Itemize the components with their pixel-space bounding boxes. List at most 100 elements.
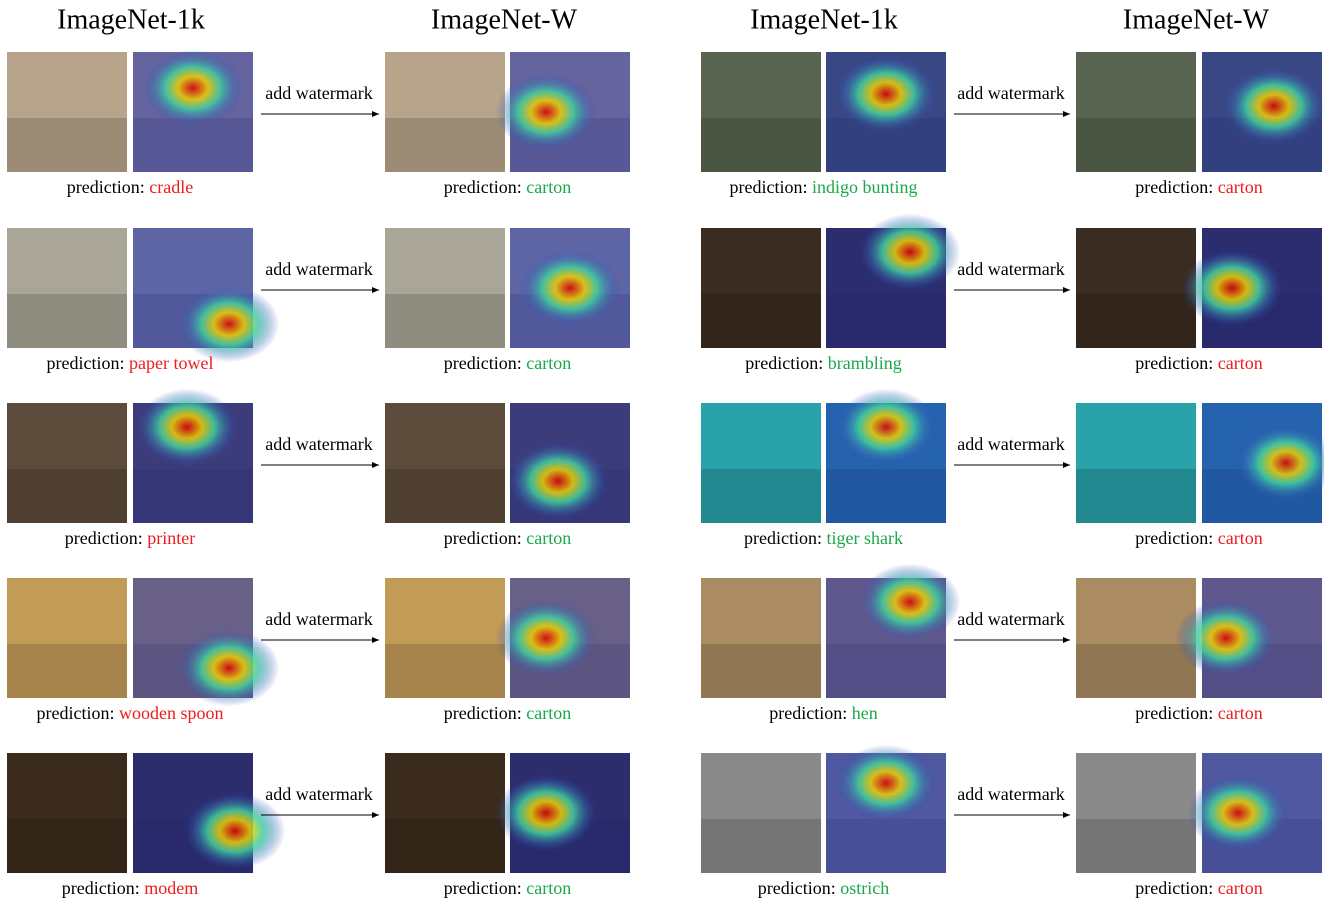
heatmap-blob bbox=[495, 599, 597, 677]
heatmap-blob bbox=[859, 213, 961, 291]
prediction-class: ostrich bbox=[840, 878, 889, 898]
prediction-label: prediction: bbox=[444, 353, 526, 373]
prediction: prediction: carton bbox=[1135, 703, 1262, 723]
prediction-class: tiger shark bbox=[827, 528, 903, 548]
heatmap-blob bbox=[1187, 774, 1289, 852]
image-shade bbox=[1076, 118, 1196, 172]
action-label: add watermark bbox=[265, 434, 372, 454]
column-title: ImageNet-1k bbox=[57, 4, 205, 35]
prediction-class: carton bbox=[1218, 703, 1263, 723]
prediction-class: wooden spoon bbox=[119, 703, 224, 723]
image-shade bbox=[7, 644, 127, 698]
image-shade bbox=[7, 294, 127, 348]
heatmap-blob bbox=[1223, 67, 1324, 145]
prediction: prediction: tiger shark bbox=[744, 528, 903, 548]
prediction-label: prediction: bbox=[37, 703, 119, 723]
prediction-class: brambling bbox=[828, 353, 902, 373]
heatmap-blob bbox=[178, 629, 280, 707]
image-shade bbox=[1076, 644, 1196, 698]
prediction: prediction: carton bbox=[444, 353, 571, 373]
heatmap-blob bbox=[1235, 424, 1324, 502]
prediction: prediction: brambling bbox=[745, 353, 901, 373]
prediction-class: carton bbox=[526, 177, 571, 197]
action-label: add watermark bbox=[957, 609, 1064, 629]
image-shade bbox=[7, 819, 127, 873]
heatmap-blob bbox=[495, 774, 597, 852]
image-shade bbox=[1076, 469, 1196, 523]
prediction: prediction: paper towel bbox=[47, 353, 214, 373]
prediction: prediction: cradle bbox=[67, 177, 193, 197]
image bbox=[1076, 52, 1196, 172]
heatmap-blob bbox=[835, 388, 937, 466]
prediction-class: hen bbox=[852, 703, 878, 723]
prediction: prediction: carton bbox=[444, 878, 571, 898]
prediction: prediction: printer bbox=[65, 528, 195, 548]
image bbox=[385, 52, 505, 172]
heatmap-blob bbox=[1181, 249, 1283, 327]
prediction-label: prediction: bbox=[65, 528, 147, 548]
prediction: prediction: hen bbox=[769, 703, 877, 723]
prediction: prediction: ostrich bbox=[758, 878, 889, 898]
heatmap-blob bbox=[184, 792, 286, 870]
action-label: add watermark bbox=[265, 784, 372, 804]
image-shade bbox=[701, 294, 821, 348]
image-shade bbox=[385, 118, 505, 172]
prediction: prediction: carton bbox=[1135, 528, 1262, 548]
prediction: prediction: carton bbox=[1135, 177, 1262, 197]
image bbox=[701, 753, 821, 873]
prediction-label: prediction: bbox=[444, 878, 526, 898]
prediction: prediction: modem bbox=[62, 878, 198, 898]
image bbox=[385, 228, 505, 348]
column-title: ImageNet-W bbox=[431, 4, 578, 35]
heatmap-blob bbox=[835, 744, 937, 822]
image bbox=[385, 753, 505, 873]
prediction-class: carton bbox=[1218, 528, 1263, 548]
prediction-class: modem bbox=[144, 878, 198, 898]
image bbox=[701, 578, 821, 698]
column-title: ImageNet-1k bbox=[750, 4, 898, 35]
image-shade bbox=[385, 644, 505, 698]
image bbox=[7, 228, 127, 348]
prediction-class: carton bbox=[1218, 353, 1263, 373]
image-shade bbox=[701, 118, 821, 172]
prediction-class: carton bbox=[526, 353, 571, 373]
heatmap-blob bbox=[178, 285, 280, 363]
heatmap-blob bbox=[835, 55, 937, 133]
action-label: add watermark bbox=[265, 609, 372, 629]
image-shade bbox=[7, 469, 127, 523]
image bbox=[385, 578, 505, 698]
prediction-label: prediction: bbox=[758, 878, 840, 898]
image-shade bbox=[1076, 819, 1196, 873]
prediction-label: prediction: bbox=[745, 353, 827, 373]
prediction: prediction: carton bbox=[1135, 353, 1262, 373]
action-label: add watermark bbox=[957, 83, 1064, 103]
prediction-class: carton bbox=[526, 878, 571, 898]
prediction-label: prediction: bbox=[1135, 177, 1217, 197]
heatmap-blob bbox=[142, 49, 244, 127]
prediction-label: prediction: bbox=[444, 528, 526, 548]
action-label: add watermark bbox=[957, 784, 1064, 804]
image bbox=[385, 403, 505, 523]
prediction-class: cradle bbox=[149, 177, 193, 197]
heatmap-blob bbox=[136, 388, 238, 466]
column-title: ImageNet-W bbox=[1123, 4, 1270, 35]
heatmap-blob bbox=[1175, 599, 1277, 677]
prediction-label: prediction: bbox=[47, 353, 129, 373]
heatmap-blob bbox=[859, 563, 961, 641]
image bbox=[1076, 403, 1196, 523]
image bbox=[701, 228, 821, 348]
prediction-label: prediction: bbox=[1135, 528, 1217, 548]
prediction-label: prediction: bbox=[67, 177, 149, 197]
prediction-class: carton bbox=[526, 703, 571, 723]
image-shade bbox=[1076, 294, 1196, 348]
prediction-label: prediction: bbox=[1135, 353, 1217, 373]
image-shade bbox=[701, 644, 821, 698]
image bbox=[701, 403, 821, 523]
prediction-label: prediction: bbox=[62, 878, 144, 898]
prediction: prediction: carton bbox=[1135, 878, 1262, 898]
prediction-class: indigo bunting bbox=[812, 177, 918, 197]
prediction-label: prediction: bbox=[769, 703, 851, 723]
heatmap-blob bbox=[507, 442, 609, 520]
